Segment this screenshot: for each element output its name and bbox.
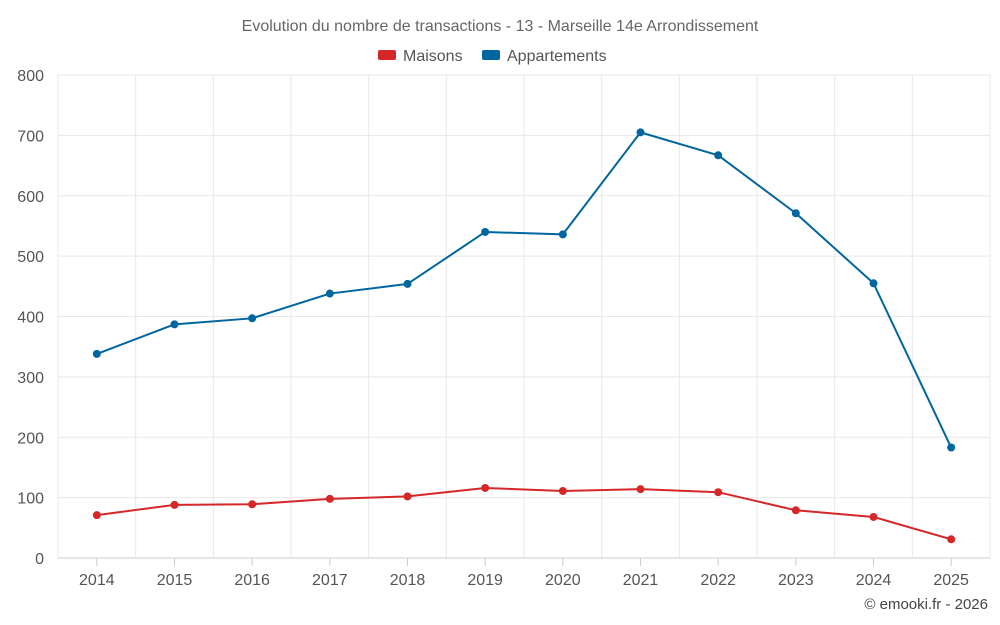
legend-swatch-maisons: [378, 50, 396, 60]
x-tick-label: 2015: [157, 572, 193, 589]
data-point-appartements[interactable]: [558, 230, 567, 239]
x-axis: 2014 2015 2016 2017 2018 2019 2020 2021 2022 2023…: [58, 557, 990, 589]
data-point-maisons[interactable]: [714, 488, 723, 497]
series-line-maisons: [96, 486, 952, 541]
data-point-appartements[interactable]: [403, 279, 412, 288]
x-tick-label: 2021: [623, 572, 659, 589]
x-tick-label: 2025: [933, 572, 969, 589]
data-point-maisons[interactable]: [481, 483, 490, 492]
legend-label-appartements[interactable]: Appartements: [507, 48, 607, 65]
data-point-maisons[interactable]: [791, 506, 800, 515]
series-line-appartements: [96, 131, 953, 448]
x-tick-label: 2014: [79, 572, 115, 589]
data-point-maisons[interactable]: [869, 512, 878, 521]
y-tick-label: 0: [35, 551, 44, 568]
x-tick-label: 2022: [700, 572, 736, 589]
data-point-maisons[interactable]: [947, 535, 956, 544]
data-point-appartements[interactable]: [170, 320, 179, 329]
y-tick-label: 700: [17, 128, 44, 145]
data-point-maisons[interactable]: [170, 500, 179, 509]
data-point-appartements[interactable]: [869, 279, 878, 288]
data-point-maisons[interactable]: [558, 486, 567, 495]
x-tick-label: 2024: [856, 572, 892, 589]
x-tick-label: 2018: [390, 572, 426, 589]
x-tick-label: 2023: [778, 572, 814, 589]
series: [92, 128, 956, 544]
data-point-maisons[interactable]: [92, 511, 101, 520]
data-point-appartements[interactable]: [325, 289, 334, 298]
x-tick-label: 2016: [234, 572, 270, 589]
y-axis: 0 100 200 300 400 500 600 700 800: [17, 68, 44, 568]
data-point-maisons[interactable]: [325, 494, 334, 503]
data-point-appartements[interactable]: [791, 209, 800, 218]
data-point-maisons[interactable]: [248, 500, 257, 509]
credit-text: © emooki.fr - 2026: [864, 596, 988, 613]
y-tick-label: 100: [17, 491, 44, 508]
data-point-maisons[interactable]: [636, 485, 645, 494]
y-tick-label: 200: [17, 430, 44, 447]
legend: Maisons Appartements: [378, 48, 607, 65]
grid: [57, 74, 991, 558]
data-point-appartements[interactable]: [947, 443, 956, 452]
y-tick-label: 400: [17, 310, 44, 327]
y-tick-label: 600: [17, 189, 44, 206]
data-point-appartements[interactable]: [248, 314, 257, 323]
y-tick-label: 500: [17, 249, 44, 266]
data-point-appartements[interactable]: [481, 227, 490, 236]
x-tick-label: 2019: [467, 572, 503, 589]
y-tick-label: 300: [17, 370, 44, 387]
data-point-appartements[interactable]: [714, 151, 723, 160]
data-point-appartements[interactable]: [636, 128, 645, 137]
data-point-appartements[interactable]: [92, 349, 101, 358]
chart-title: Evolution du nombre de transactions - 13…: [242, 18, 759, 35]
legend-label-maisons[interactable]: Maisons: [403, 48, 463, 65]
y-tick-label: 800: [17, 68, 44, 85]
x-tick-label: 2020: [545, 572, 581, 589]
legend-swatch-appartements: [482, 50, 500, 60]
x-tick-label: 2017: [312, 572, 348, 589]
data-point-maisons[interactable]: [403, 492, 412, 501]
